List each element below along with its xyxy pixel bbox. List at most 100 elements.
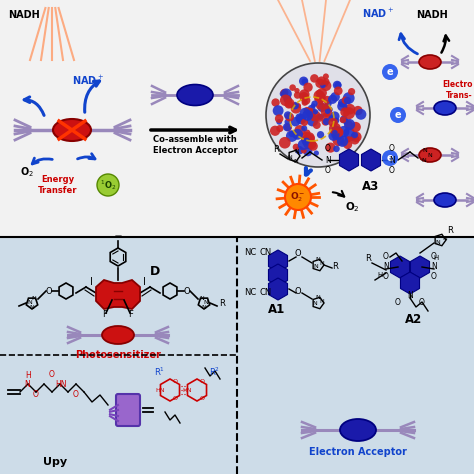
Circle shape xyxy=(303,107,310,114)
Ellipse shape xyxy=(434,193,456,207)
Circle shape xyxy=(314,150,319,156)
Text: NADH: NADH xyxy=(416,10,448,20)
Circle shape xyxy=(350,122,361,132)
Text: O: O xyxy=(295,287,301,296)
Circle shape xyxy=(276,125,283,132)
Polygon shape xyxy=(401,272,419,294)
Text: O: O xyxy=(199,396,204,401)
Circle shape xyxy=(303,137,310,145)
Circle shape xyxy=(317,114,323,120)
Circle shape xyxy=(321,118,329,126)
Circle shape xyxy=(301,100,308,106)
Circle shape xyxy=(316,90,322,96)
Circle shape xyxy=(301,96,310,105)
Circle shape xyxy=(320,106,332,117)
Text: R: R xyxy=(365,254,371,263)
Circle shape xyxy=(285,99,294,108)
Circle shape xyxy=(301,78,308,85)
Polygon shape xyxy=(391,256,410,278)
Text: O: O xyxy=(172,379,177,384)
Text: N: N xyxy=(428,153,432,158)
Text: O: O xyxy=(172,396,177,401)
Text: O: O xyxy=(395,298,401,307)
Text: e: e xyxy=(387,153,393,163)
Circle shape xyxy=(331,131,339,139)
Circle shape xyxy=(313,121,321,129)
Circle shape xyxy=(301,135,312,146)
Text: N: N xyxy=(431,262,437,271)
Text: e: e xyxy=(387,67,393,77)
Text: R: R xyxy=(219,299,225,308)
Circle shape xyxy=(284,100,293,109)
Circle shape xyxy=(315,114,323,122)
Text: I: I xyxy=(143,277,146,287)
Ellipse shape xyxy=(419,55,441,69)
Text: N: N xyxy=(436,240,440,245)
Circle shape xyxy=(276,119,282,125)
Circle shape xyxy=(303,147,312,156)
Circle shape xyxy=(280,94,292,106)
Circle shape xyxy=(345,137,351,143)
Text: O: O xyxy=(431,272,437,281)
Text: HN: HN xyxy=(156,388,165,392)
Text: Upy: Upy xyxy=(43,457,67,467)
Circle shape xyxy=(314,96,321,103)
Text: N: N xyxy=(313,301,318,306)
Circle shape xyxy=(299,89,310,100)
Circle shape xyxy=(338,126,349,137)
Text: Electro
Trans-: Electro Trans- xyxy=(443,80,473,100)
Circle shape xyxy=(323,73,329,80)
Circle shape xyxy=(333,130,343,140)
Circle shape xyxy=(280,90,287,97)
Circle shape xyxy=(342,97,349,104)
Circle shape xyxy=(273,105,283,116)
Text: O$_2^-$: O$_2^-$ xyxy=(290,190,306,204)
Text: O: O xyxy=(383,252,389,261)
Text: Energy
Transfer: Energy Transfer xyxy=(38,175,78,195)
Circle shape xyxy=(284,111,292,119)
Circle shape xyxy=(291,102,299,109)
Circle shape xyxy=(356,109,366,120)
Ellipse shape xyxy=(53,119,91,141)
Circle shape xyxy=(328,118,338,127)
Polygon shape xyxy=(268,264,288,286)
Circle shape xyxy=(308,105,316,113)
Circle shape xyxy=(285,112,294,121)
Text: R: R xyxy=(447,226,453,235)
Circle shape xyxy=(340,108,350,117)
Text: O: O xyxy=(33,390,39,399)
Circle shape xyxy=(345,104,356,114)
Circle shape xyxy=(351,132,362,142)
Text: I: I xyxy=(90,277,93,287)
Circle shape xyxy=(382,150,398,166)
Circle shape xyxy=(333,81,342,90)
Text: N: N xyxy=(293,159,298,164)
Circle shape xyxy=(346,136,352,142)
Circle shape xyxy=(307,115,319,127)
Circle shape xyxy=(334,87,343,95)
Circle shape xyxy=(325,100,332,107)
Circle shape xyxy=(332,130,337,136)
Circle shape xyxy=(295,113,304,122)
Text: N: N xyxy=(422,158,427,163)
Text: O: O xyxy=(383,272,389,281)
Text: H: H xyxy=(377,272,383,278)
Circle shape xyxy=(266,63,370,167)
Text: N: N xyxy=(443,236,447,241)
Circle shape xyxy=(329,122,341,135)
Text: N: N xyxy=(319,261,324,266)
Circle shape xyxy=(338,99,346,108)
Circle shape xyxy=(331,126,342,137)
Circle shape xyxy=(292,129,303,140)
Text: N: N xyxy=(32,296,36,301)
Circle shape xyxy=(289,131,295,137)
Text: N: N xyxy=(316,257,320,262)
Circle shape xyxy=(299,76,308,86)
Circle shape xyxy=(284,96,292,104)
Ellipse shape xyxy=(102,326,134,344)
Circle shape xyxy=(344,97,351,104)
Circle shape xyxy=(350,136,355,141)
Circle shape xyxy=(340,115,348,123)
Circle shape xyxy=(309,142,318,151)
Circle shape xyxy=(310,110,320,122)
